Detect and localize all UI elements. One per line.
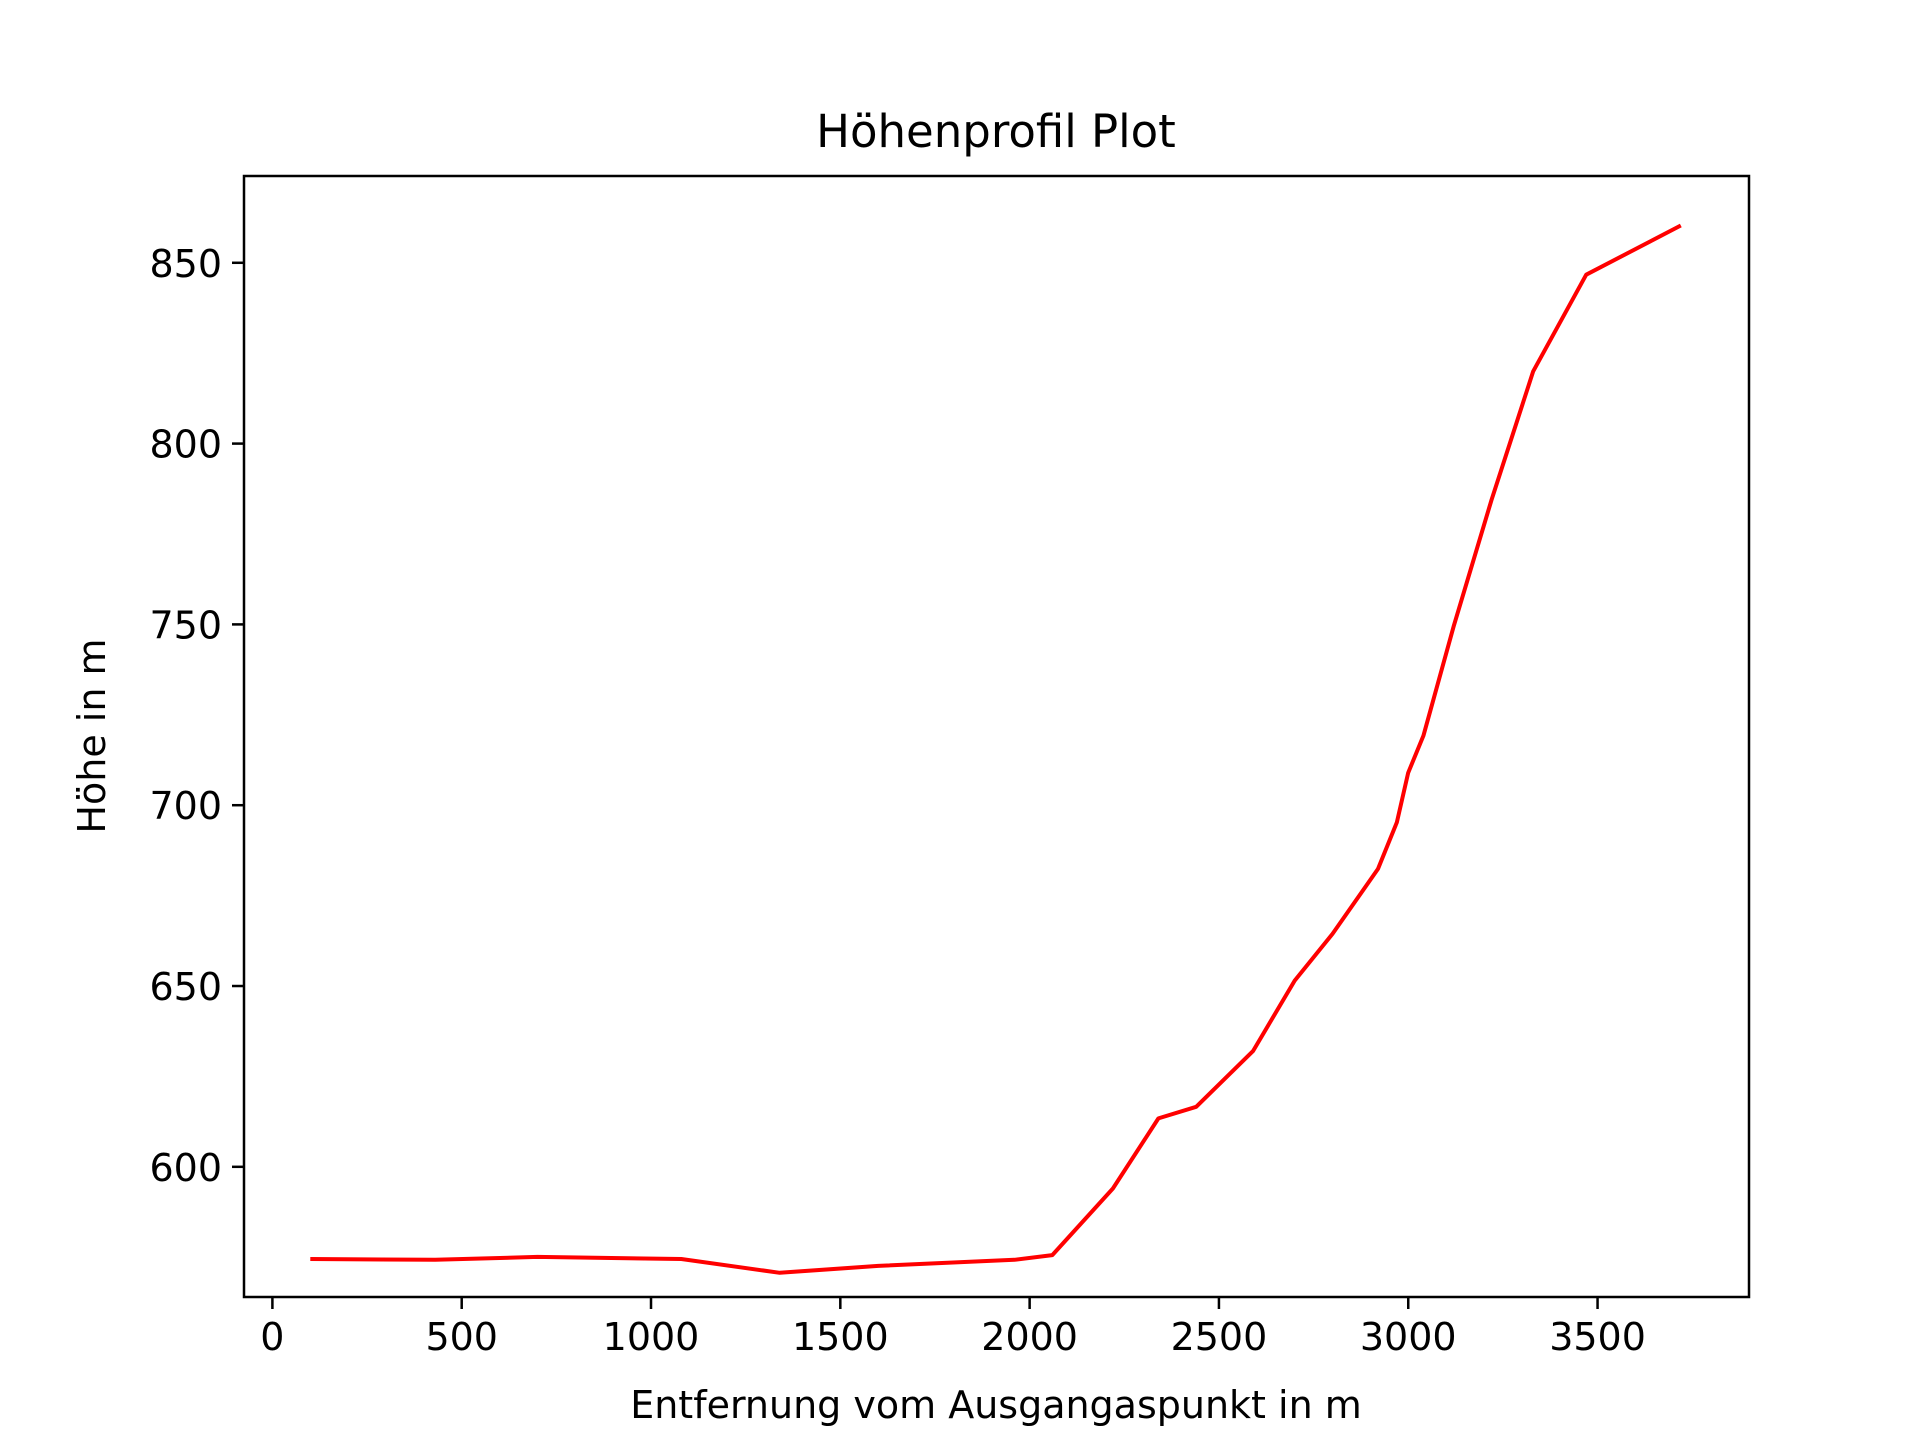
x-axis-label: Entfernung vom Ausgangaspunkt in m <box>630 1383 1362 1427</box>
y-tick-label: 650 <box>149 965 222 1009</box>
y-tick-label: 750 <box>149 603 222 647</box>
chart-title: Höhenprofil Plot <box>816 105 1176 158</box>
x-tick-label: 3000 <box>1360 1315 1457 1359</box>
y-axis-label: Höhe in m <box>70 638 114 833</box>
y-tick-label: 850 <box>149 242 222 286</box>
x-tick-label: 0 <box>260 1315 284 1359</box>
x-tick-label: 3500 <box>1549 1315 1646 1359</box>
y-tick-label: 800 <box>149 423 222 467</box>
x-tick-label: 2500 <box>1171 1315 1268 1359</box>
y-axis-ticks: 600 650 700 750 800 850 <box>149 242 244 1190</box>
x-tick-label: 1500 <box>792 1315 889 1359</box>
x-tick-label: 2000 <box>981 1315 1078 1359</box>
x-tick-label: 1000 <box>603 1315 700 1359</box>
y-tick-label: 700 <box>149 784 222 828</box>
plot-lines <box>310 223 1682 1275</box>
x-axis-ticks: 0 500 1000 1500 2000 2500 3000 3500 <box>260 1297 1646 1359</box>
plot-area-frame <box>242 174 1751 1299</box>
y-tick-label: 600 <box>149 1146 222 1190</box>
elevation-series-line <box>310 223 1682 1275</box>
x-tick-label: 500 <box>425 1315 498 1359</box>
